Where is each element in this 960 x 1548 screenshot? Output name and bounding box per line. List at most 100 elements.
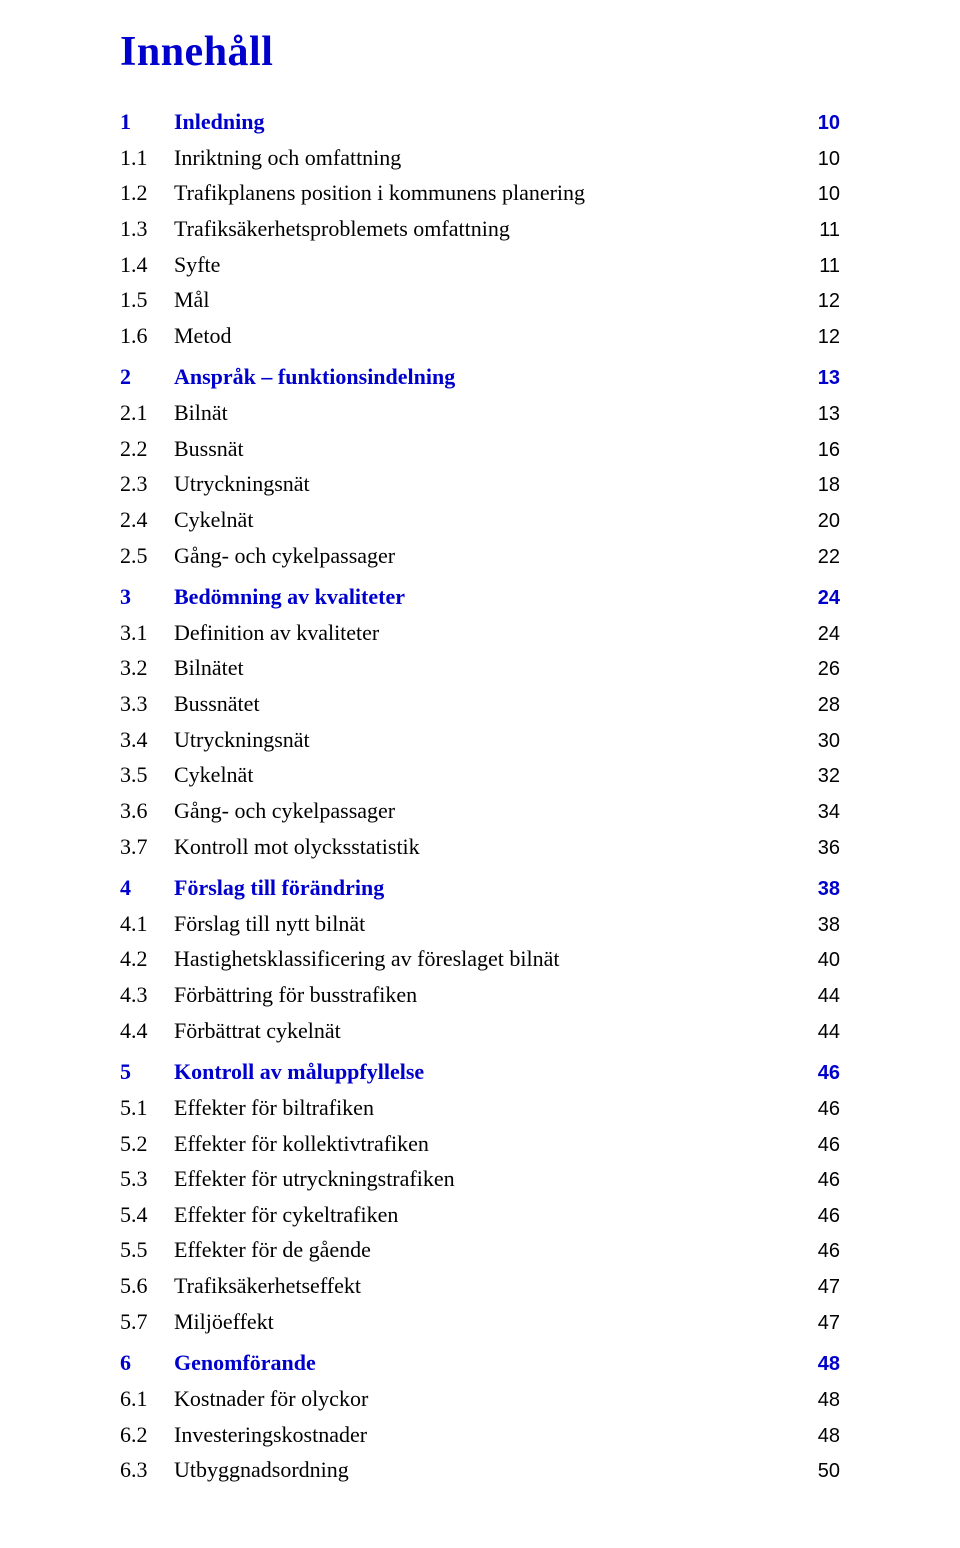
toc-item-label: Trafiksäkerhetsproblemets omfattning	[174, 211, 800, 247]
toc-item-number: 4.1	[120, 906, 174, 942]
toc-item-number: 3.4	[120, 722, 174, 758]
toc-item-row[interactable]: 6.2Investeringskostnader48	[120, 1417, 840, 1453]
toc-item-page: 44	[800, 1016, 840, 1048]
toc-item-row[interactable]: 5.3Effekter för utryckningstrafiken46	[120, 1161, 840, 1197]
toc-item-page: 40	[800, 944, 840, 976]
toc-item-number: 5.4	[120, 1197, 174, 1233]
toc-item-row[interactable]: 1.2Trafikplanens position i kommunens pl…	[120, 175, 840, 211]
toc-item-label: Bussnät	[174, 431, 800, 467]
toc-item-row[interactable]: 6.1Kostnader för olyckor48	[120, 1381, 840, 1417]
toc-item-row[interactable]: 2.5Gång- och cykelpassager22	[120, 538, 840, 574]
toc-item-row[interactable]: 5.5Effekter för de gående46	[120, 1232, 840, 1268]
toc-section-page: 46	[800, 1057, 840, 1089]
toc-section-label: Genomförande	[174, 1345, 800, 1381]
toc-item-row[interactable]: 2.1Bilnät13	[120, 395, 840, 431]
toc-item-row[interactable]: 1.6Metod12	[120, 318, 840, 354]
toc-item-number: 2.5	[120, 538, 174, 574]
toc-item-page: 11	[800, 214, 840, 246]
toc-item-label: Syfte	[174, 247, 800, 283]
toc-item-page: 28	[800, 689, 840, 721]
toc-item-page: 32	[800, 760, 840, 792]
toc-item-row[interactable]: 1.4Syfte11	[120, 247, 840, 283]
toc-item-label: Bilnätet	[174, 650, 800, 686]
toc-item-number: 5.5	[120, 1232, 174, 1268]
toc-item-page: 46	[800, 1235, 840, 1267]
toc-item-row[interactable]: 4.1Förslag till nytt bilnät38	[120, 906, 840, 942]
toc-item-row[interactable]: 4.3Förbättring för busstrafiken44	[120, 977, 840, 1013]
toc-item-row[interactable]: 5.2Effekter för kollektivtrafiken46	[120, 1126, 840, 1162]
toc-item-label: Utbyggnadsordning	[174, 1452, 800, 1488]
toc-item-label: Cykelnät	[174, 502, 800, 538]
toc-section-page: 48	[800, 1348, 840, 1380]
toc-section-row[interactable]: 3Bedömning av kvaliteter24	[120, 579, 840, 615]
toc-item-row[interactable]: 5.6Trafiksäkerhetseffekt47	[120, 1268, 840, 1304]
toc-item-page: 47	[800, 1271, 840, 1303]
toc-item-page: 34	[800, 796, 840, 828]
toc-item-number: 2.1	[120, 395, 174, 431]
toc-section-row[interactable]: 2Anspråk – funktionsindelning13	[120, 359, 840, 395]
toc-item-number: 2.4	[120, 502, 174, 538]
toc-section-row[interactable]: 4Förslag till förändring38	[120, 870, 840, 906]
toc-section-number: 2	[120, 359, 174, 395]
toc-item-label: Förbättring för busstrafiken	[174, 977, 800, 1013]
toc-item-label: Utryckningsnät	[174, 722, 800, 758]
toc-section-row[interactable]: 5Kontroll av måluppfyllelse46	[120, 1054, 840, 1090]
toc-item-label: Förbättrat cykelnät	[174, 1013, 800, 1049]
toc-item-row[interactable]: 3.1Definition av kvaliteter24	[120, 615, 840, 651]
toc-item-label: Definition av kvaliteter	[174, 615, 800, 651]
toc-item-page: 26	[800, 653, 840, 685]
toc-item-row[interactable]: 2.2Bussnät16	[120, 431, 840, 467]
toc-section-number: 6	[120, 1345, 174, 1381]
toc-item-row[interactable]: 4.2Hastighetsklassificering av föreslage…	[120, 941, 840, 977]
toc-item-row[interactable]: 5.1Effekter för biltrafiken46	[120, 1090, 840, 1126]
toc-item-label: Hastighetsklassificering av föreslaget b…	[174, 941, 800, 977]
toc-item-row[interactable]: 3.6Gång- och cykelpassager34	[120, 793, 840, 829]
toc-item-row[interactable]: 2.4Cykelnät20	[120, 502, 840, 538]
toc-item-row[interactable]: 5.7Miljöeffekt47	[120, 1304, 840, 1340]
toc-item-label: Cykelnät	[174, 757, 800, 793]
toc-item-row[interactable]: 1.5Mål12	[120, 282, 840, 318]
toc-item-number: 3.3	[120, 686, 174, 722]
toc-item-page: 46	[800, 1129, 840, 1161]
toc-item-row[interactable]: 3.7Kontroll mot olycksstatistik36	[120, 829, 840, 865]
toc-item-row[interactable]: 3.2Bilnätet26	[120, 650, 840, 686]
toc-item-page: 48	[800, 1420, 840, 1452]
toc-item-number: 1.6	[120, 318, 174, 354]
toc-item-number: 3.5	[120, 757, 174, 793]
toc-item-label: Trafiksäkerhetseffekt	[174, 1268, 800, 1304]
toc-item-page: 44	[800, 980, 840, 1012]
toc-item-row[interactable]: 2.3Utryckningsnät18	[120, 466, 840, 502]
toc-item-row[interactable]: 5.4Effekter för cykeltrafiken46	[120, 1197, 840, 1233]
toc-item-page: 18	[800, 469, 840, 501]
toc-item-number: 1.3	[120, 211, 174, 247]
toc-item-row[interactable]: 3.5Cykelnät32	[120, 757, 840, 793]
table-of-contents: 1Inledning101.1Inriktning och omfattning…	[120, 104, 840, 1488]
toc-section-row[interactable]: 1Inledning10	[120, 104, 840, 140]
toc-item-number: 5.7	[120, 1304, 174, 1340]
toc-item-number: 3.7	[120, 829, 174, 865]
toc-item-number: 1.2	[120, 175, 174, 211]
toc-item-row[interactable]: 1.1Inriktning och omfattning10	[120, 140, 840, 176]
toc-item-number: 4.3	[120, 977, 174, 1013]
toc-item-row[interactable]: 3.4Utryckningsnät30	[120, 722, 840, 758]
toc-item-number: 5.1	[120, 1090, 174, 1126]
toc-item-number: 1.5	[120, 282, 174, 318]
toc-item-page: 10	[800, 143, 840, 175]
toc-item-row[interactable]: 1.3Trafiksäkerhetsproblemets omfattning1…	[120, 211, 840, 247]
toc-item-page: 13	[800, 398, 840, 430]
toc-item-label: Effekter för utryckningstrafiken	[174, 1161, 800, 1197]
toc-section-label: Bedömning av kvaliteter	[174, 579, 800, 615]
toc-item-label: Gång- och cykelpassager	[174, 793, 800, 829]
toc-item-number: 6.3	[120, 1452, 174, 1488]
toc-section-row[interactable]: 6Genomförande48	[120, 1345, 840, 1381]
toc-item-page: 20	[800, 505, 840, 537]
toc-item-row[interactable]: 4.4Förbättrat cykelnät44	[120, 1013, 840, 1049]
toc-item-row[interactable]: 6.3Utbyggnadsordning50	[120, 1452, 840, 1488]
toc-item-label: Effekter för cykeltrafiken	[174, 1197, 800, 1233]
toc-item-page: 22	[800, 541, 840, 573]
toc-item-number: 5.3	[120, 1161, 174, 1197]
toc-item-label: Inriktning och omfattning	[174, 140, 800, 176]
toc-item-row[interactable]: 3.3Bussnätet28	[120, 686, 840, 722]
toc-item-label: Gång- och cykelpassager	[174, 538, 800, 574]
toc-section-number: 4	[120, 870, 174, 906]
